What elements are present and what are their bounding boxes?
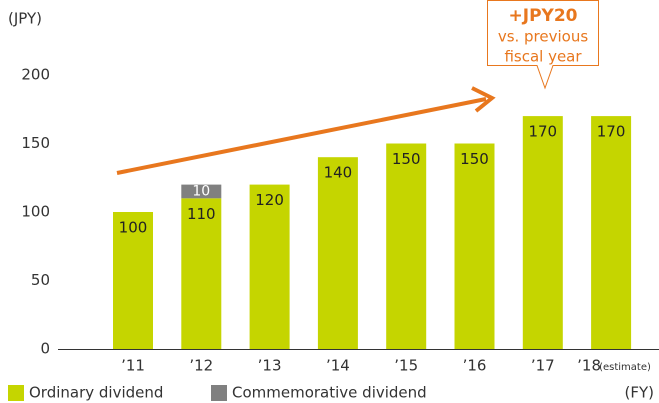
- callout-text: vs. previous: [498, 28, 589, 46]
- bar-segment: [181, 184, 222, 199]
- value-label: 150: [460, 150, 489, 168]
- bar-segment: [386, 143, 427, 349]
- legend-swatch: [211, 385, 227, 401]
- x-tick-label: ’12: [189, 357, 213, 375]
- value-label: 110: [187, 205, 216, 223]
- legend-label: Commemorative dividend: [232, 384, 427, 402]
- callout-box: [487, 0, 599, 90]
- y-tick-label: 50: [31, 271, 50, 289]
- bar-segment: [113, 212, 153, 349]
- arrow-head: [471, 86, 496, 113]
- bar-segment: [454, 143, 495, 349]
- bar-segment: [522, 116, 563, 349]
- bar-segment: [317, 157, 358, 349]
- bar-segment: [249, 184, 290, 349]
- y-tick-label: 0: [40, 340, 50, 358]
- trend-arrow: [116, 97, 487, 175]
- y-tick-label: 200: [21, 66, 50, 84]
- x-tick-label: ’13: [258, 357, 282, 375]
- callout-title: +JPY20: [509, 6, 578, 26]
- value-label: 100: [119, 219, 148, 237]
- x-tick-label: ’11: [121, 357, 145, 375]
- y-tick-label: 150: [21, 134, 50, 152]
- bar-segment: [181, 198, 222, 349]
- unit-label: (JPY): [8, 10, 42, 28]
- value-label: 170: [597, 123, 626, 141]
- x-tick-label: ’16: [463, 357, 487, 375]
- legend-label: Ordinary dividend: [29, 384, 163, 402]
- x-tick-label: ’17: [531, 357, 555, 375]
- value-label: 10: [192, 183, 210, 199]
- x-tick-label: ’14: [326, 357, 350, 375]
- category-note: (estimate): [599, 362, 651, 373]
- value-label: 120: [255, 191, 284, 209]
- callout-text: fiscal year: [504, 48, 582, 66]
- bar-segment: [591, 116, 632, 349]
- value-label: 170: [528, 123, 557, 141]
- legend-swatch: [8, 385, 24, 401]
- x-tick-label: ’15: [394, 357, 418, 375]
- value-label: 150: [392, 150, 421, 168]
- x-unit-label: (FY): [625, 384, 655, 402]
- y-tick-label: 100: [21, 203, 50, 221]
- value-label: 140: [324, 164, 353, 182]
- x-tick-label: ’18: [577, 357, 601, 375]
